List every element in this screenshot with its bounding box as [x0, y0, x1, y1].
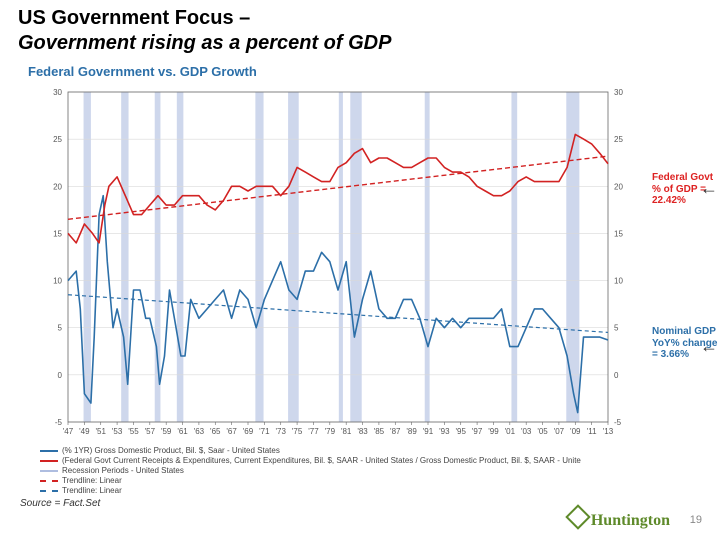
svg-text:'67: '67 — [226, 427, 237, 436]
svg-text:25: 25 — [614, 135, 623, 144]
svg-text:'91: '91 — [423, 427, 434, 436]
svg-text:15: 15 — [614, 229, 623, 238]
svg-text:0: 0 — [58, 371, 63, 380]
legend-swatch — [40, 490, 58, 492]
svg-text:'71: '71 — [259, 427, 270, 436]
svg-text:'87: '87 — [390, 427, 401, 436]
slide: US Government Focus – Government rising … — [0, 0, 720, 540]
title-line2: Government rising as a percent of GDP — [18, 32, 391, 54]
svg-text:'03: '03 — [521, 427, 532, 436]
svg-text:20: 20 — [614, 182, 623, 191]
svg-text:'75: '75 — [292, 427, 303, 436]
svg-text:'63: '63 — [194, 427, 205, 436]
logo-text: Huntington — [591, 512, 670, 529]
svg-text:10: 10 — [614, 277, 623, 286]
svg-text:-5: -5 — [614, 418, 622, 427]
svg-text:'51: '51 — [96, 427, 107, 436]
svg-text:'47: '47 — [63, 427, 74, 436]
svg-text:'09: '09 — [570, 427, 581, 436]
chart-legend: (% 1YR) Gross Domestic Product, Bil. $, … — [40, 446, 581, 496]
svg-text:'85: '85 — [374, 427, 385, 436]
legend-label: Trendline: Linear — [62, 486, 122, 496]
svg-text:0: 0 — [614, 371, 619, 380]
svg-text:'69: '69 — [243, 427, 254, 436]
svg-text:'55: '55 — [128, 427, 139, 436]
svg-text:15: 15 — [53, 229, 62, 238]
svg-text:'97: '97 — [472, 427, 483, 436]
legend-swatch — [40, 450, 58, 452]
svg-text:'77: '77 — [308, 427, 319, 436]
legend-swatch — [40, 480, 58, 482]
svg-text:5: 5 — [58, 324, 63, 333]
svg-text:'65: '65 — [210, 427, 221, 436]
brand-logo: Huntington — [569, 507, 670, 530]
svg-text:'13: '13 — [603, 427, 614, 436]
title-line1: US Government Focus – — [18, 7, 250, 29]
slide-title: US Government Focus – Government rising … — [18, 6, 391, 56]
svg-text:'59: '59 — [161, 427, 172, 436]
svg-text:10: 10 — [53, 277, 62, 286]
svg-text:30: 30 — [53, 88, 62, 97]
arrow-icon: ← — [700, 336, 718, 357]
legend-label: (Federal Govt Current Receipts & Expendi… — [62, 456, 581, 466]
page-number: 19 — [690, 514, 702, 526]
svg-text:20: 20 — [53, 182, 62, 191]
legend-item: Trendline: Linear — [40, 486, 581, 496]
legend-swatch — [40, 460, 58, 462]
legend-swatch — [40, 470, 58, 472]
svg-text:30: 30 — [614, 88, 623, 97]
legend-item: (Federal Govt Current Receipts & Expendi… — [40, 456, 581, 466]
arrow-icon: ← — [700, 178, 718, 199]
svg-text:5: 5 — [614, 324, 619, 333]
svg-text:'95: '95 — [456, 427, 467, 436]
legend-item: Trendline: Linear — [40, 476, 581, 486]
svg-text:-5: -5 — [55, 418, 63, 427]
line-chart: -5 -5 0 0 5 5 10 10 15 15 20 20 25 25 30 30 '47 '49 '51 '53… — [28, 82, 648, 442]
svg-text:'05: '05 — [537, 427, 548, 436]
legend-label: (% 1YR) Gross Domestic Product, Bil. $, … — [62, 446, 280, 456]
svg-text:25: 25 — [53, 135, 62, 144]
svg-text:'49: '49 — [79, 427, 90, 436]
legend-label: Recession Periods - United States — [62, 466, 184, 476]
svg-text:'11: '11 — [587, 427, 597, 436]
source-text: Source = Fact.Set — [20, 498, 100, 509]
svg-text:'53: '53 — [112, 427, 123, 436]
hexagon-icon — [565, 504, 590, 529]
chart-subtitle: Federal Government vs. GDP Growth — [28, 64, 257, 79]
svg-text:'89: '89 — [406, 427, 417, 436]
svg-text:'93: '93 — [439, 427, 450, 436]
svg-text:'83: '83 — [357, 427, 368, 436]
legend-item: Recession Periods - United States — [40, 466, 581, 476]
svg-text:'99: '99 — [488, 427, 499, 436]
svg-text:'57: '57 — [145, 427, 156, 436]
svg-text:'01: '01 — [505, 427, 516, 436]
svg-text:'79: '79 — [325, 427, 336, 436]
legend-label: Trendline: Linear — [62, 476, 122, 486]
svg-text:'61: '61 — [177, 427, 188, 436]
svg-text:'81: '81 — [341, 427, 352, 436]
legend-item: (% 1YR) Gross Domestic Product, Bil. $, … — [40, 446, 581, 456]
svg-text:'73: '73 — [276, 427, 287, 436]
svg-text:'07: '07 — [554, 427, 565, 436]
